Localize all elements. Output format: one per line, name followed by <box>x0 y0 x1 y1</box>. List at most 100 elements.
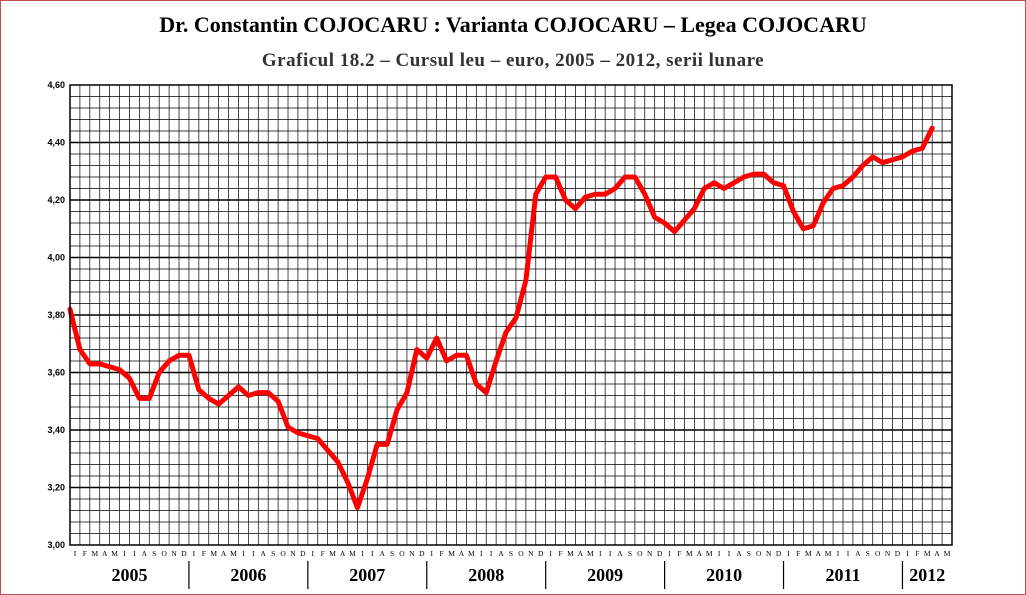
x-month-label: I <box>906 549 909 558</box>
x-month-label: S <box>628 549 632 558</box>
x-month-label: I <box>242 549 245 558</box>
x-month-label: F <box>915 549 919 558</box>
x-month-label: S <box>509 549 513 558</box>
data-point <box>852 176 854 178</box>
data-point <box>316 437 319 440</box>
x-month-label: F <box>796 549 800 558</box>
data-point <box>713 181 715 184</box>
x-month-label: M <box>349 549 356 558</box>
data-point <box>594 193 597 196</box>
x-month-label: O <box>399 549 405 558</box>
x-month-label: F <box>202 549 206 558</box>
data-point <box>346 480 349 483</box>
data-point <box>871 156 874 158</box>
x-month-label: A <box>142 549 148 558</box>
data-point <box>901 156 904 158</box>
x-month-label: S <box>271 549 275 558</box>
data-point <box>703 187 706 190</box>
x-month-label: A <box>498 549 504 558</box>
x-month-label: N <box>409 549 415 558</box>
x-month-label: N <box>528 549 534 558</box>
data-point <box>693 207 696 210</box>
y-tick-label: 4,40 <box>47 138 65 148</box>
data-point <box>891 158 894 161</box>
y-tick-label: 4,60 <box>47 80 65 90</box>
data-point <box>584 196 587 198</box>
x-year-label: 2006 <box>230 565 266 585</box>
data-point <box>653 216 656 219</box>
x-month-label: I <box>312 549 315 558</box>
y-tick-label: 4,00 <box>47 253 65 263</box>
data-point <box>475 383 478 385</box>
data-point <box>762 173 765 175</box>
y-tick-label: 3,60 <box>47 368 65 378</box>
x-month-label: F <box>321 549 325 558</box>
data-point <box>148 397 151 400</box>
chart-subtitle: Graficul 18.2 – Cursul leu – euro, 2005 … <box>261 50 765 71</box>
data-point <box>782 184 785 187</box>
y-tick-label: 4,20 <box>47 195 65 205</box>
data-point <box>108 365 111 368</box>
plot-border <box>69 84 953 546</box>
x-month-label: M <box>805 549 812 558</box>
x-year-label: 2011 <box>825 565 860 585</box>
x-month-label: A <box>221 549 227 558</box>
x-month-label: F <box>558 549 562 558</box>
x-month-label: O <box>756 549 762 558</box>
x-month-label: I <box>668 549 671 558</box>
data-point <box>416 348 418 351</box>
series-line <box>67 125 935 511</box>
x-month-label: I <box>718 549 721 558</box>
x-month-label: M <box>448 549 455 558</box>
x-month-label: D <box>657 549 663 558</box>
x-month-label: D <box>538 549 544 558</box>
data-point <box>455 354 458 357</box>
x-month-label: F <box>677 549 681 558</box>
x-month-label: M <box>587 549 594 558</box>
x-month-label: M <box>210 549 217 558</box>
y-tick-label: 3,40 <box>47 425 65 435</box>
x-month-label: F <box>83 549 87 558</box>
data-point <box>554 176 557 178</box>
data-point <box>98 363 101 365</box>
x-year-label: 2008 <box>468 565 504 585</box>
data-point <box>277 400 279 403</box>
data-point <box>832 187 834 190</box>
x-month-label: I <box>609 549 612 558</box>
x-month-label: O <box>280 549 286 558</box>
x-month-label: M <box>825 549 832 558</box>
x-month-label: N <box>766 549 772 558</box>
x-month-label: I <box>480 549 483 558</box>
x-month-label: I <box>847 549 850 558</box>
y-tick-labels: 3,00 3,20 3,40 3,60 3,80 4,00 4,20 4,40 4,60 <box>47 80 65 550</box>
data-point <box>624 176 626 178</box>
data-point <box>128 377 131 380</box>
x-year-label: 2005 <box>111 565 147 585</box>
grid-lines <box>70 85 952 545</box>
x-month-label: I <box>430 549 433 558</box>
data-point <box>178 354 180 357</box>
data-point <box>425 357 428 359</box>
data-point <box>485 391 488 394</box>
data-point <box>525 279 527 282</box>
data-point <box>881 161 884 164</box>
x-month-label: M <box>91 549 98 558</box>
series-line-group <box>67 125 935 511</box>
data-point <box>396 409 398 411</box>
x-month-label: A <box>934 549 940 558</box>
data-point <box>673 230 676 233</box>
x-month-label: I <box>728 549 731 558</box>
data-point <box>743 176 745 178</box>
data-point <box>118 368 121 371</box>
data-point <box>921 147 924 150</box>
x-month-label: N <box>171 549 177 558</box>
data-point <box>931 127 933 129</box>
x-month-label: I <box>787 549 790 558</box>
data-point <box>445 360 448 362</box>
data-point <box>772 181 775 184</box>
x-month-label: M <box>567 549 574 558</box>
data-point <box>227 394 230 397</box>
x-month-label: I <box>361 549 364 558</box>
